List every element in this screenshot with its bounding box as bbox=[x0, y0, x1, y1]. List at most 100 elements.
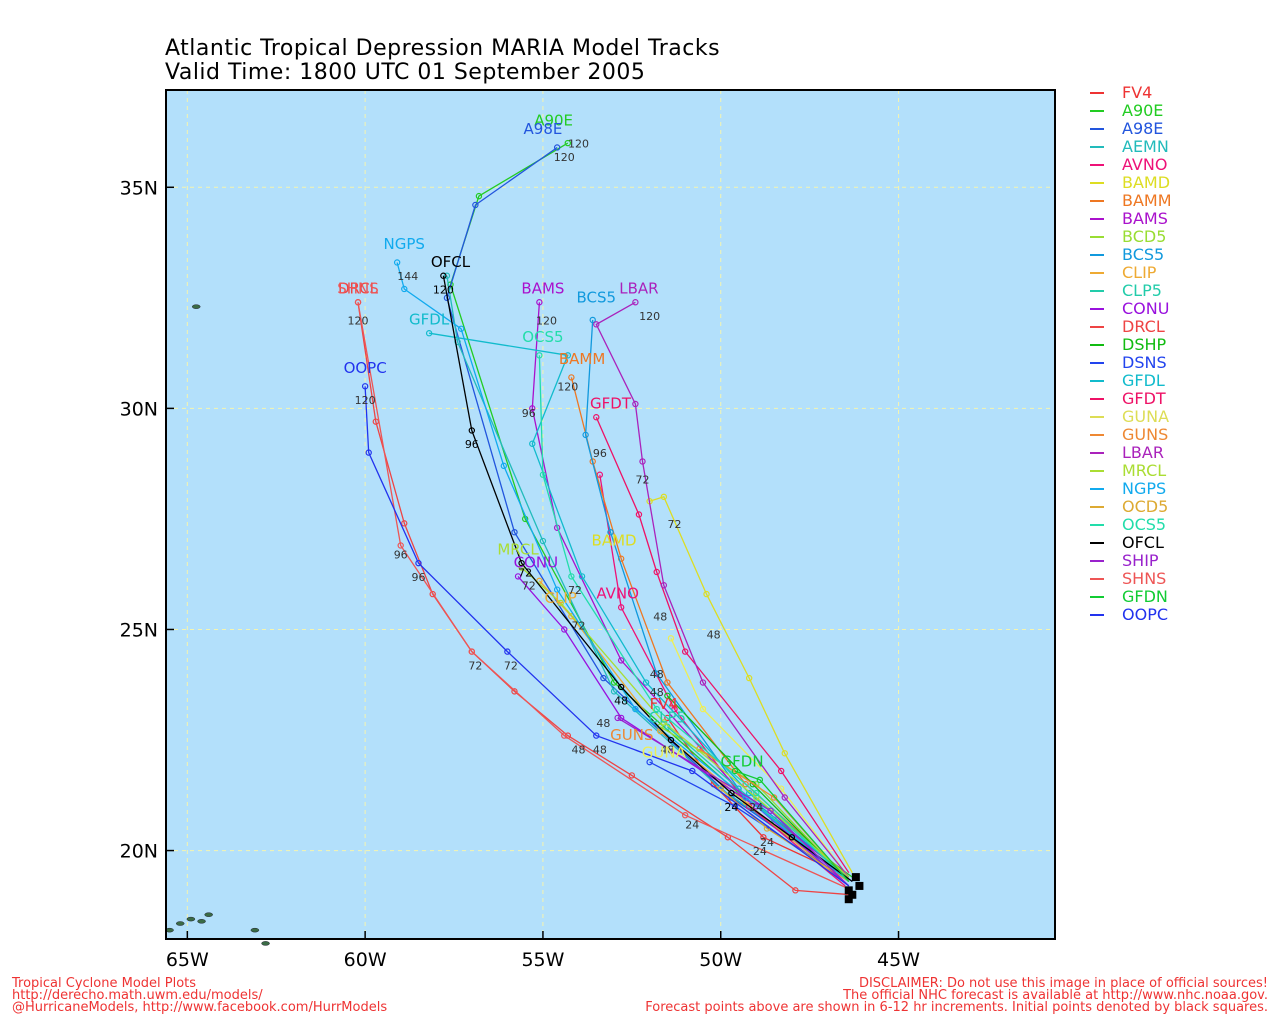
legend-label: BCD5 bbox=[1122, 227, 1167, 246]
disclaimer-line: The official NHC forecast is available a… bbox=[843, 988, 1268, 1003]
legend-swatch bbox=[1090, 524, 1104, 526]
forecast-point bbox=[660, 582, 668, 589]
forecast-point bbox=[553, 144, 561, 151]
legend-label: OOPC bbox=[1122, 605, 1169, 624]
forecast-point bbox=[745, 674, 753, 682]
forecast-point bbox=[561, 732, 568, 739]
forecast-point bbox=[667, 635, 675, 642]
track-line bbox=[595, 301, 850, 878]
grid-lines bbox=[166, 90, 1055, 939]
model-label: OFCL bbox=[431, 253, 471, 271]
track-line bbox=[428, 332, 850, 878]
model-label: A90E bbox=[534, 111, 573, 129]
forecast-point bbox=[568, 573, 575, 580]
forecast-point bbox=[664, 692, 671, 699]
legend-swatch bbox=[1090, 272, 1104, 274]
map-frame bbox=[165, 89, 1056, 940]
forecast-point bbox=[635, 511, 643, 518]
forecast-point bbox=[731, 767, 739, 775]
tau-label: 72 bbox=[504, 659, 518, 672]
legend-item-conu: CONU bbox=[1090, 300, 1172, 318]
model-label: OCS5 bbox=[522, 328, 563, 346]
map-title: Atlantic Tropical Depression MARIA Model… bbox=[165, 36, 721, 61]
forecast-point bbox=[457, 325, 465, 332]
legend-item-dshp: DSHP bbox=[1090, 336, 1172, 354]
caribbean-island bbox=[191, 304, 201, 309]
forecast-point bbox=[557, 599, 564, 607]
model-label: CLP5 bbox=[649, 708, 686, 726]
legend-swatch bbox=[1090, 578, 1104, 580]
footer-link[interactable]: http://derecho.math.uwm.edu/models/ bbox=[12, 988, 263, 1003]
tau-label: 48 bbox=[650, 686, 664, 699]
tau-label: 24 bbox=[749, 801, 763, 814]
legend-label: GFDL bbox=[1122, 371, 1165, 390]
legend-swatch bbox=[1090, 470, 1104, 472]
legend-label: OFCL bbox=[1122, 533, 1164, 552]
tau-label: 96 bbox=[465, 438, 479, 451]
tau-label: 96 bbox=[522, 407, 536, 420]
forecast-point bbox=[518, 559, 525, 567]
forecast-point bbox=[610, 679, 618, 686]
legend-label: OCD5 bbox=[1122, 497, 1169, 516]
legend-label: CLP5 bbox=[1122, 281, 1162, 300]
forecast-point bbox=[443, 272, 451, 279]
forecast-point bbox=[699, 705, 707, 713]
legend-item-fv4: FV4 bbox=[1090, 84, 1172, 102]
tau-label: 72 bbox=[571, 619, 585, 632]
track-line bbox=[521, 567, 850, 878]
forecast-point bbox=[689, 767, 696, 775]
legend-item-bcs5: BCS5 bbox=[1090, 246, 1172, 264]
forecast-point bbox=[475, 192, 483, 200]
legend-swatch bbox=[1090, 596, 1104, 598]
initial-points bbox=[844, 873, 864, 904]
tau-label: 120 bbox=[348, 314, 369, 327]
legend-swatch bbox=[1090, 164, 1104, 166]
forecast-point bbox=[582, 431, 589, 439]
caribbean-island bbox=[175, 921, 185, 926]
legend-item-guna: GUNA bbox=[1090, 408, 1172, 426]
legend-swatch bbox=[1090, 434, 1104, 436]
forecast-point bbox=[561, 626, 568, 633]
x-tick-label: 55W bbox=[521, 949, 564, 971]
legend-label: DSHP bbox=[1122, 335, 1167, 354]
initial-point-square bbox=[844, 895, 853, 904]
legend: FV4 A90E A98E AEMN AVNO BAMD BAMM BAMS BCD5 BCS5 C… bbox=[1090, 84, 1172, 624]
model-label: CONU bbox=[514, 554, 558, 572]
legend-item-aemn: AEMN bbox=[1090, 138, 1172, 156]
tau-label: 96 bbox=[593, 447, 607, 460]
tau-label: 24 bbox=[753, 845, 767, 858]
track-line bbox=[357, 302, 853, 891]
tau-label: 72 bbox=[568, 584, 582, 597]
axis-ticks: 65W 60W 55W 50W 45W 20N 25N 30N 35N bbox=[120, 177, 921, 971]
forecast-point bbox=[749, 781, 756, 788]
forecast-point bbox=[681, 811, 689, 819]
forecast-point bbox=[397, 542, 404, 549]
legend-item-gfdl: GFDL bbox=[1090, 372, 1172, 390]
x-tick-label: 50W bbox=[699, 949, 742, 971]
legend-swatch bbox=[1090, 362, 1104, 364]
caribbean-island bbox=[204, 912, 213, 917]
initial-point-square bbox=[848, 890, 857, 899]
forecast-point bbox=[777, 767, 785, 775]
ocean-background bbox=[166, 90, 1055, 939]
forecast-point bbox=[653, 568, 660, 576]
forecast-point bbox=[646, 758, 653, 766]
tau-label: 120 bbox=[568, 137, 589, 150]
footer-line: Tropical Cyclone Model Plots bbox=[12, 976, 197, 991]
track-ofcl bbox=[440, 272, 853, 883]
forecast-point bbox=[653, 705, 660, 713]
model-label: BCS5 bbox=[576, 288, 616, 306]
track-line bbox=[357, 302, 853, 896]
track-line bbox=[364, 386, 850, 887]
forecast-point bbox=[504, 648, 511, 655]
track-line bbox=[595, 416, 850, 874]
legend-label: CONU bbox=[1122, 299, 1170, 318]
legend-label: GUNA bbox=[1122, 407, 1170, 426]
initial-point-square bbox=[844, 886, 853, 895]
legend-item-bams: BAMS bbox=[1090, 210, 1172, 228]
model-label: MRCL bbox=[497, 540, 539, 558]
caribbean-island bbox=[250, 927, 260, 933]
forecast-point bbox=[401, 520, 408, 527]
tau-label: 120 bbox=[557, 381, 578, 394]
legend-item-bcd5: BCD5 bbox=[1090, 228, 1172, 246]
